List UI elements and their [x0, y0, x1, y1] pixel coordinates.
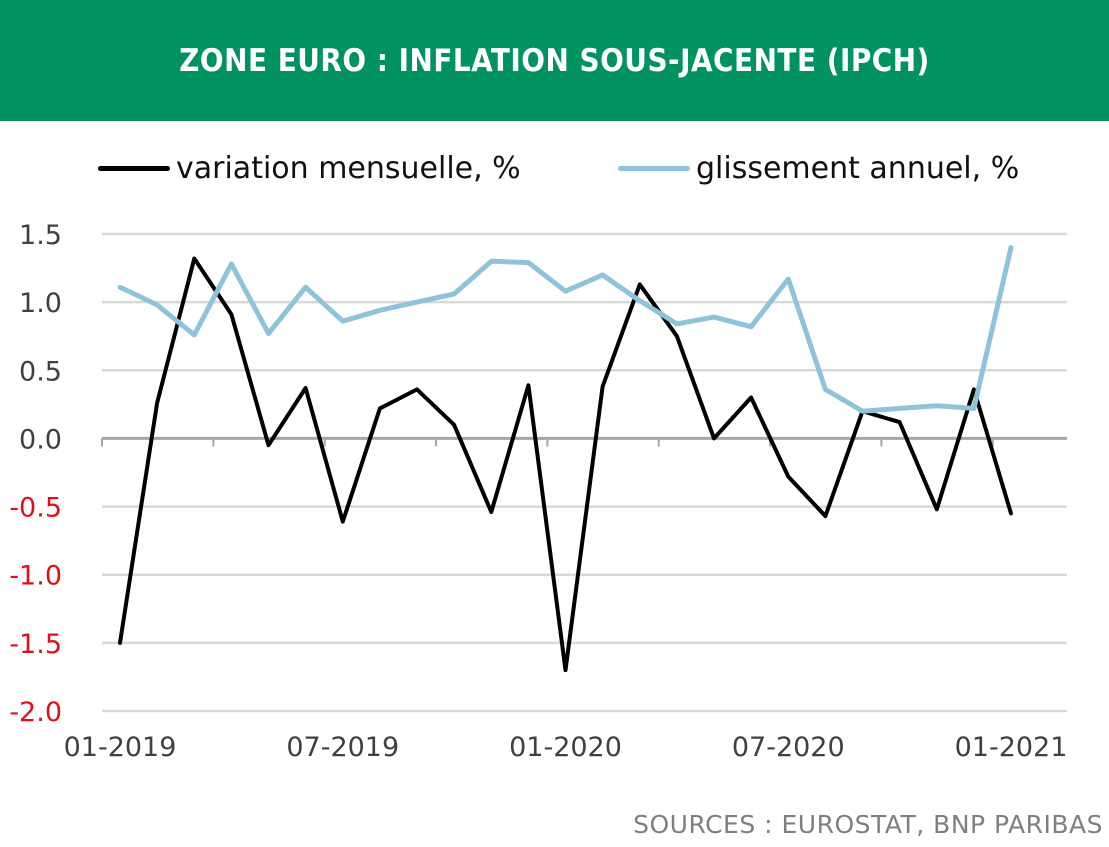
x-tick-label: 01-2019	[64, 732, 177, 763]
chart-title: ZONE EURO : INFLATION SOUS-JACENTE (IPCH…	[179, 42, 930, 79]
series-line-monthly	[118, 256, 1013, 673]
x-tick-label: 01-2020	[509, 732, 622, 763]
chart-legend: variation mensuelle, % glissement annuel…	[0, 146, 1109, 190]
y-tick-label: -1.5	[9, 629, 62, 660]
y-tick-label: -1.0	[9, 561, 62, 592]
legend-item-annual: glissement annuel, %	[618, 146, 1019, 190]
x-tick-label: 07-2020	[732, 732, 845, 763]
y-tick-label: -0.5	[9, 493, 62, 524]
legend-swatch-annual	[618, 165, 690, 171]
source-note: SOURCES : EUROSTAT, BNP PARIBAS	[633, 810, 1103, 839]
chart-header: ZONE EURO : INFLATION SOUS-JACENTE (IPCH…	[0, 0, 1109, 121]
y-tick-label: 0.0	[19, 424, 62, 455]
legend-item-monthly: variation mensuelle, %	[98, 146, 521, 190]
x-tick-label: 01-2021	[955, 732, 1068, 763]
y-tick-label: -2.0	[9, 697, 62, 728]
y-tick-label: 0.5	[19, 356, 62, 387]
legend-label-monthly: variation mensuelle, %	[176, 150, 521, 186]
y-tick-label: 1.0	[19, 288, 62, 319]
legend-swatch-monthly	[98, 165, 170, 171]
x-tick-label: 07-2019	[286, 732, 399, 763]
legend-label-annual: glissement annuel, %	[696, 150, 1020, 186]
y-tick-label: 1.5	[19, 220, 62, 251]
